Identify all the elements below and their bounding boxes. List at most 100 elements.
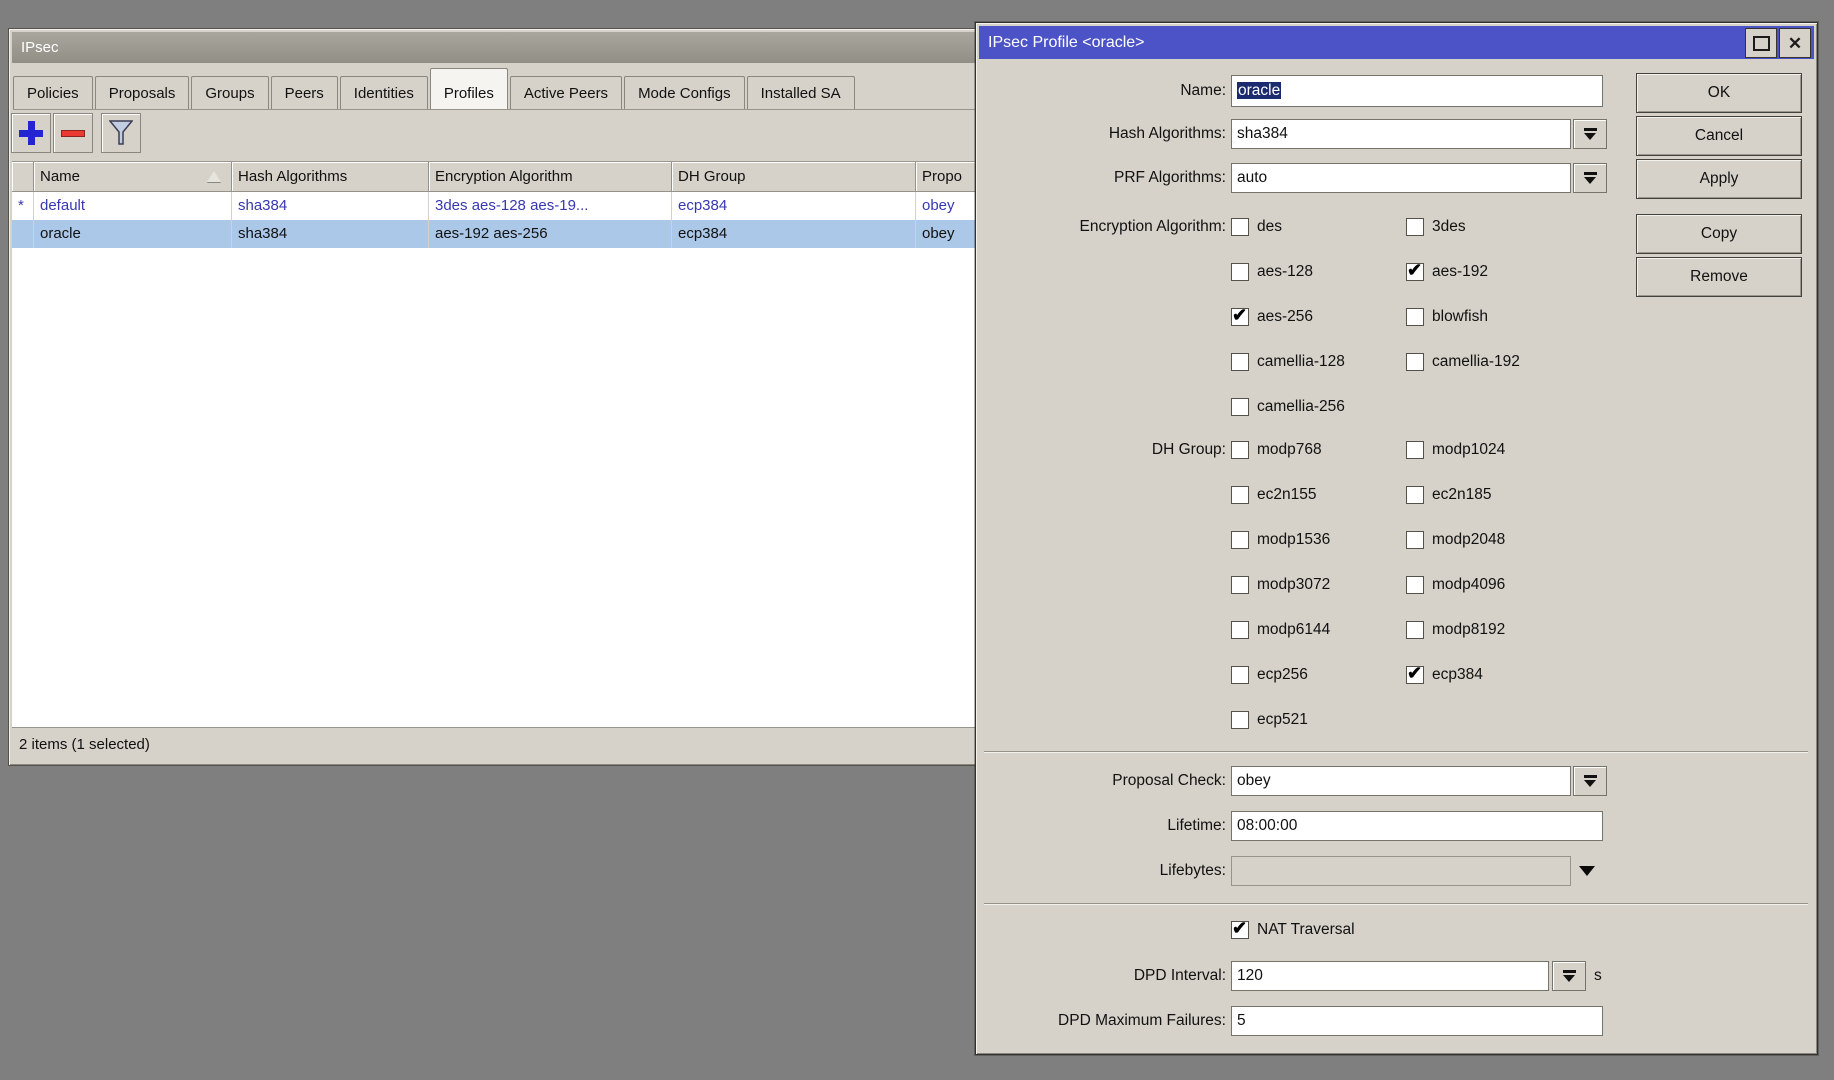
filter-button[interactable] — [101, 113, 141, 153]
column-header-encryption[interactable]: Encryption Algorithm — [429, 162, 672, 192]
dpd-interval-label: DPD Interval: — [1133, 967, 1226, 984]
ok-button[interactable]: OK — [1636, 73, 1802, 113]
dpd-interval-unit-label: s — [1594, 967, 1602, 984]
hash-algorithms-input[interactable]: sha384 — [1231, 119, 1571, 149]
checkbox-ecp521[interactable] — [1231, 711, 1249, 729]
prf-algorithms-input[interactable]: auto — [1231, 163, 1571, 193]
tab-installed-sa[interactable]: Installed SA — [746, 76, 855, 109]
checkbox-ec2n185[interactable] — [1406, 486, 1424, 504]
remove-button[interactable] — [53, 113, 93, 153]
column-header-hash[interactable]: Hash Algorithms — [232, 162, 429, 192]
dpd-interval-dropdown-button[interactable] — [1552, 961, 1586, 991]
checkbox-modp3072[interactable] — [1231, 576, 1249, 594]
checkbox-ecp256-label: ecp256 — [1257, 666, 1308, 683]
checkbox-ecp256[interactable] — [1231, 666, 1249, 684]
checkbox-ec2n155[interactable] — [1231, 486, 1249, 504]
tab-groups[interactable]: Groups — [191, 76, 269, 109]
dpd-max-failures-input[interactable]: 5 — [1231, 1006, 1603, 1036]
dialog-title: IPsec Profile <oracle> — [988, 34, 1145, 51]
checkbox-aes-192[interactable] — [1406, 260, 1424, 281]
ipsec-profile-dialog: IPsec Profile <oracle> ✕ Name: oracle Ha… — [975, 22, 1818, 1055]
tab-proposals[interactable]: Proposals — [94, 76, 190, 109]
maximize-button[interactable] — [1745, 28, 1777, 58]
checkbox-aes-192-label: aes-192 — [1432, 263, 1489, 280]
tab-mode-configs[interactable]: Mode Configs — [624, 76, 745, 109]
proposal-check-label: Proposal Check: — [1112, 772, 1226, 789]
lifebytes-input[interactable] — [1231, 856, 1571, 886]
checkbox-3des[interactable] — [1406, 218, 1424, 236]
funnel-icon — [109, 120, 133, 145]
column-header-dh-group[interactable]: DH Group — [672, 162, 916, 192]
cell-hash: sha384 — [232, 220, 429, 248]
dropdown-icon — [1583, 775, 1597, 778]
separator — [984, 903, 1808, 905]
checkbox-modp1024[interactable] — [1406, 441, 1424, 459]
table-row-default[interactable]: * default sha384 3des aes-128 aes-19... … — [12, 192, 978, 220]
tab-identities[interactable]: Identities — [339, 76, 428, 109]
lifebytes-dropdown-arrow-icon[interactable] — [1579, 866, 1595, 876]
apply-button[interactable]: Apply — [1636, 159, 1802, 199]
cell-proposal: obey — [916, 192, 978, 220]
tab-peers[interactable]: Peers — [270, 76, 338, 109]
hash-algorithms-dropdown-button[interactable] — [1573, 119, 1607, 149]
column-header-proposal[interactable]: Propo — [916, 162, 978, 192]
sort-ascending-icon — [207, 171, 221, 182]
checkbox-modp768[interactable] — [1231, 441, 1249, 459]
dialog-titlebar[interactable]: IPsec Profile <oracle> — [979, 26, 1814, 59]
checkbox-aes-128[interactable] — [1231, 263, 1249, 281]
proposal-check-input[interactable]: obey — [1231, 766, 1571, 796]
checkbox-modp1024-label: modp1024 — [1432, 441, 1506, 458]
tab-policies[interactable]: Policies — [13, 76, 93, 109]
remove-button-dialog[interactable]: Remove — [1636, 257, 1802, 297]
status-text: 2 items (1 selected) — [19, 736, 150, 753]
table-row-oracle[interactable]: oracle sha384 aes-192 aes-256 ecp384 obe… — [12, 220, 978, 248]
checkbox-blowfish[interactable] — [1406, 308, 1424, 326]
copy-button[interactable]: Copy — [1636, 214, 1802, 254]
checkbox-ec2n185-label: ec2n185 — [1432, 486, 1492, 503]
checkbox-camellia-256[interactable] — [1231, 398, 1249, 416]
cell-dh-group: ecp384 — [672, 220, 916, 248]
tab-active-peers[interactable]: Active Peers — [509, 76, 623, 109]
add-button[interactable] — [11, 113, 51, 153]
checkbox-camellia-128[interactable] — [1231, 353, 1249, 371]
dropdown-icon — [1584, 780, 1596, 787]
prf-algorithms-dropdown-button[interactable] — [1573, 163, 1607, 193]
proposal-check-dropdown-button[interactable] — [1573, 766, 1607, 796]
cancel-button[interactable]: Cancel — [1636, 116, 1802, 156]
column-header-flag[interactable] — [12, 162, 34, 192]
separator — [984, 751, 1808, 753]
plus-icon — [19, 121, 43, 145]
checkbox-modp8192[interactable] — [1406, 621, 1424, 639]
dropdown-icon — [1584, 177, 1596, 184]
checkbox-aes-128-label: aes-128 — [1257, 263, 1314, 280]
column-header-name[interactable]: Name — [34, 162, 232, 192]
lifetime-input[interactable]: 08:00:00 — [1231, 811, 1603, 841]
dpd-interval-input[interactable]: 120 — [1231, 961, 1549, 991]
checkbox-modp2048[interactable] — [1406, 531, 1424, 549]
close-button[interactable]: ✕ — [1779, 28, 1811, 58]
prf-algorithms-label: PRF Algorithms: — [1114, 169, 1226, 186]
table-header-row: Name Hash Algorithms Encryption Algorith… — [12, 162, 978, 192]
checkbox-camellia-192[interactable] — [1406, 353, 1424, 371]
checkbox-camellia-256-label: camellia-256 — [1257, 398, 1345, 415]
tab-profiles[interactable]: Profiles — [429, 68, 508, 109]
name-input[interactable]: oracle — [1231, 75, 1603, 107]
checkbox-modp4096[interactable] — [1406, 576, 1424, 594]
checkbox-nat-traversal[interactable] — [1231, 918, 1249, 939]
checkbox-ec2n155-label: ec2n155 — [1257, 486, 1317, 503]
selected-text: oracle — [1237, 82, 1282, 99]
checkbox-modp6144[interactable] — [1231, 621, 1249, 639]
cell-proposal: obey — [916, 220, 978, 248]
checkbox-ecp384[interactable] — [1406, 663, 1424, 684]
encryption-algorithm-label: Encryption Algorithm: — [1079, 218, 1226, 235]
checkbox-camellia-128-label: camellia-128 — [1257, 353, 1345, 370]
checkbox-3des-label: 3des — [1432, 218, 1466, 235]
checkbox-aes-256[interactable] — [1231, 305, 1249, 326]
checkbox-des-label: des — [1257, 218, 1282, 235]
ipsec-window-titlebar[interactable]: IPsec — [12, 32, 978, 63]
lifebytes-label: Lifebytes: — [1159, 862, 1226, 879]
checkbox-des[interactable] — [1231, 218, 1249, 236]
dropdown-icon — [1584, 133, 1596, 140]
checkbox-modp3072-label: modp3072 — [1257, 576, 1331, 593]
checkbox-modp1536[interactable] — [1231, 531, 1249, 549]
